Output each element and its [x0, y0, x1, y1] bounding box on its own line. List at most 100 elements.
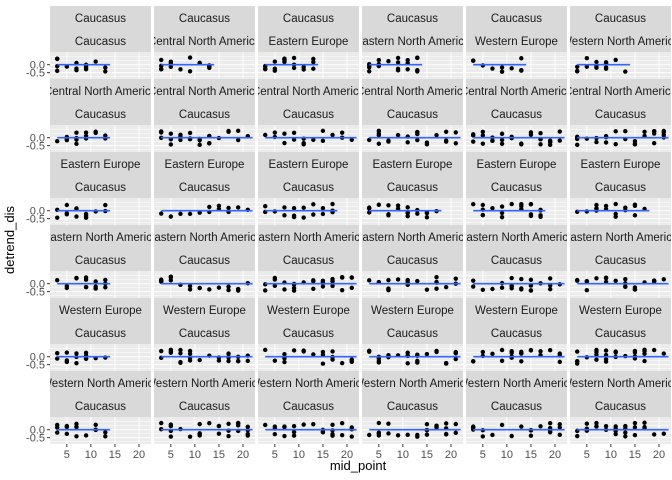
data-point	[519, 359, 524, 364]
facet-strip-label: Caucasus	[491, 182, 542, 194]
data-point	[301, 205, 306, 210]
data-point	[405, 432, 410, 438]
data-point	[376, 360, 382, 365]
data-point	[651, 347, 657, 353]
data-point	[320, 206, 326, 211]
data-point	[547, 286, 553, 292]
data-point	[272, 431, 278, 437]
data-point	[395, 206, 401, 211]
facet-strip-top	[570, 152, 671, 175]
data-point	[405, 350, 410, 355]
data-point	[632, 142, 638, 147]
facet-panel: Eastern Europe Caucasus	[362, 152, 463, 225]
facet-strip-top	[362, 152, 463, 175]
data-point	[339, 130, 345, 135]
facet-strip-top	[466, 6, 567, 29]
facet-strip-top	[154, 371, 255, 394]
x-tick-label: 10	[501, 449, 513, 461]
data-point	[197, 357, 202, 363]
facet-strip-top	[570, 6, 671, 29]
facet-strip-label: Caucasus	[179, 13, 230, 25]
data-point	[386, 138, 391, 143]
data-point	[453, 356, 458, 362]
data-point	[159, 420, 164, 426]
facet-strip-label: Caucasus	[491, 255, 542, 267]
data-point	[434, 349, 439, 355]
data-point	[538, 131, 543, 136]
data-point	[395, 68, 401, 73]
data-point	[443, 129, 449, 134]
data-point	[187, 287, 193, 292]
data-point	[584, 64, 590, 69]
x-axis-title: mid_point	[330, 458, 387, 473]
data-point	[263, 288, 268, 293]
facet-strip-label: Caucasus	[75, 109, 126, 121]
x-tick-label: 5	[480, 449, 486, 461]
facet-panel: Eastern Europe Caucasus	[258, 152, 359, 225]
data-point	[74, 434, 79, 439]
data-point	[226, 433, 231, 439]
data-point	[557, 422, 562, 427]
data-point	[547, 348, 553, 353]
data-point	[103, 430, 108, 435]
data-point	[282, 131, 287, 136]
facet-strip-bottom	[50, 175, 151, 198]
data-point	[207, 420, 212, 426]
facet-strip-label: Caucasus	[75, 13, 126, 25]
data-point	[55, 422, 60, 428]
data-point	[187, 211, 193, 217]
data-point	[538, 214, 543, 220]
data-point	[613, 278, 618, 283]
data-point	[349, 137, 354, 142]
data-point	[405, 67, 410, 72]
y-tick-label: -0.5	[26, 68, 45, 80]
data-point	[168, 423, 174, 429]
data-point	[282, 359, 287, 365]
data-point	[623, 284, 628, 289]
facet-strip-top	[154, 152, 255, 175]
facet-strip-label: Caucasus	[387, 182, 438, 194]
data-point	[519, 68, 524, 73]
data-point	[575, 433, 580, 439]
facet-panel: Caucasus Western North America	[570, 6, 671, 79]
data-point	[349, 275, 354, 280]
data-point	[519, 351, 524, 356]
facet-strip-top	[50, 225, 151, 248]
facet-strip-label: Eastern Europe	[269, 159, 349, 171]
data-point	[575, 68, 580, 74]
data-point	[103, 277, 108, 283]
data-point	[623, 69, 628, 74]
data-point	[168, 434, 174, 439]
facet-strip-top	[466, 371, 567, 394]
data-point	[93, 59, 98, 64]
facet-strip-label: Caucasus	[387, 401, 438, 413]
data-point	[272, 59, 278, 64]
facet-strip-top	[258, 6, 359, 29]
data-point	[291, 205, 297, 211]
data-point	[443, 432, 449, 437]
data-point	[528, 132, 534, 137]
data-point	[83, 211, 89, 217]
data-point	[272, 283, 278, 288]
data-point	[584, 278, 590, 284]
data-point	[245, 358, 250, 364]
x-tick-label: 15	[421, 449, 433, 461]
data-point	[528, 201, 534, 207]
data-point	[651, 432, 657, 437]
data-point	[594, 59, 599, 65]
x-tick-label: 15	[109, 449, 121, 461]
data-point	[291, 65, 297, 71]
data-point	[557, 359, 562, 365]
data-point	[272, 275, 278, 281]
y-tick-label: 0.0	[30, 352, 45, 364]
facet-panel: Caucasus Eastern North America	[362, 6, 463, 79]
data-point	[584, 55, 590, 61]
facet-panel: Western Europe Caucasus	[50, 298, 151, 371]
data-point	[311, 212, 316, 217]
data-point	[519, 56, 524, 61]
facet-strip-label: Caucasus	[595, 109, 646, 121]
data-point	[282, 213, 287, 218]
facet-strip-label: Eastern Europe	[581, 159, 661, 171]
data-point	[453, 421, 458, 427]
data-point	[103, 202, 108, 208]
